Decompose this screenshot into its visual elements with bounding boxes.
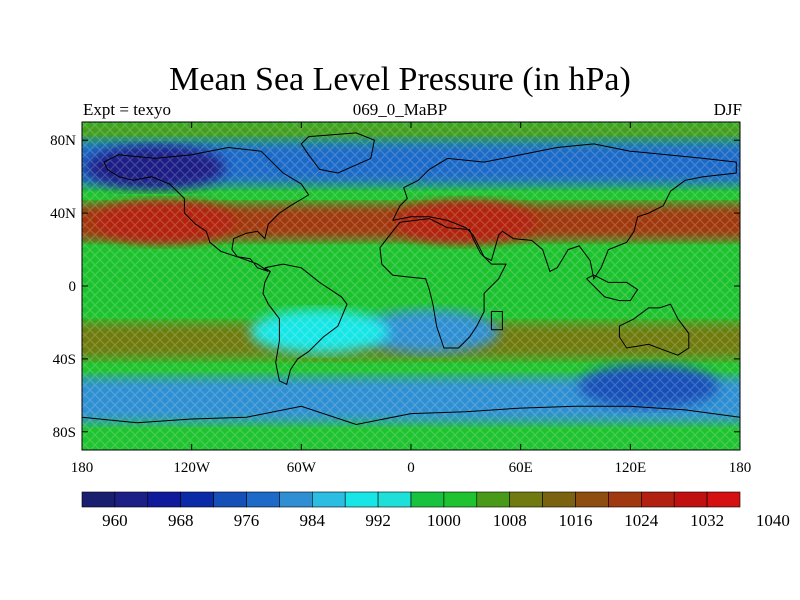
colorbar-swatch	[377, 491, 412, 508]
coastline-segment	[103, 146, 310, 272]
colorbar-swatch	[147, 491, 182, 508]
x-tick-label: 180	[71, 460, 94, 476]
y-tick-label: 80S	[53, 425, 76, 441]
colorbar-swatch	[344, 491, 379, 508]
colorbar-label: 1040	[756, 511, 790, 530]
colorbar-label: 960	[102, 511, 128, 530]
colorbar-swatch	[476, 491, 510, 508]
colorbar-swatch	[410, 491, 445, 508]
colorbar-swatch	[608, 491, 642, 508]
colorbar: 960 968 976 984 992 1000 1008 1016 1024 1032 1040	[81, 491, 790, 530]
colorbar-swatch	[246, 491, 280, 508]
y-tick-label: 80N	[50, 133, 76, 149]
coastline-segment	[392, 143, 737, 280]
colorbar-swatch	[213, 491, 247, 508]
colorbar-swatch	[706, 491, 741, 508]
colorbar-swatch	[311, 491, 346, 508]
colorbar-label: 1016	[559, 511, 593, 530]
coastline-segment	[300, 132, 375, 174]
colorbar-swatch	[673, 491, 708, 508]
colorbar-swatch	[279, 491, 313, 508]
colorbar-label: 1000	[427, 511, 461, 530]
x-tick-label: 0	[407, 460, 415, 476]
colorbar-swatch	[575, 491, 609, 508]
colorbar-swatch	[509, 491, 543, 508]
experiment-label: Expt = texyo	[83, 100, 171, 119]
colorbar-label: 968	[168, 511, 194, 530]
season-label: DJF	[713, 100, 742, 119]
coastlines	[82, 132, 740, 450]
colorbar-swatch	[81, 491, 116, 508]
colorbar-label: 1032	[690, 511, 724, 530]
coastline-segment	[490, 311, 503, 331]
colorbar-label: 992	[365, 511, 391, 530]
x-tick-label: 60E	[509, 460, 533, 476]
coastline-segment	[618, 303, 690, 356]
y-axis: 80N 40N 0 40S 80S	[50, 133, 740, 441]
colorbar-swatch	[180, 491, 214, 508]
x-tick-label: 120E	[614, 460, 646, 476]
x-tick-label: 180	[729, 460, 752, 476]
hatch-overlay	[82, 122, 740, 450]
y-tick-label: 40N	[50, 206, 76, 222]
colorbar-swatch	[114, 491, 149, 508]
x-axis: 180 120W 60W 0 60E 120E 180	[71, 122, 752, 476]
y-tick-label: 40S	[53, 352, 76, 368]
colorbar-swatch	[443, 491, 478, 508]
coastline-segment	[379, 218, 507, 349]
colorbar-label: 976	[234, 511, 260, 530]
coastline-segment	[82, 405, 740, 450]
colorbar-label: 984	[300, 511, 326, 530]
colorbar-swatch	[542, 491, 576, 508]
coastline-segment	[262, 263, 348, 386]
y-tick-label: 0	[69, 279, 77, 295]
x-tick-label: 120W	[173, 460, 211, 476]
coastline-segment	[586, 274, 639, 302]
colorbar-label: 1008	[493, 511, 527, 530]
map-title: Mean Sea Level Pressure (in hPa)	[169, 61, 631, 98]
colorbar-swatch	[640, 491, 675, 508]
x-tick-label: 60W	[287, 460, 317, 476]
colorbar-label: 1024	[624, 511, 659, 530]
time-label: 069_0_MaBP	[352, 100, 448, 119]
